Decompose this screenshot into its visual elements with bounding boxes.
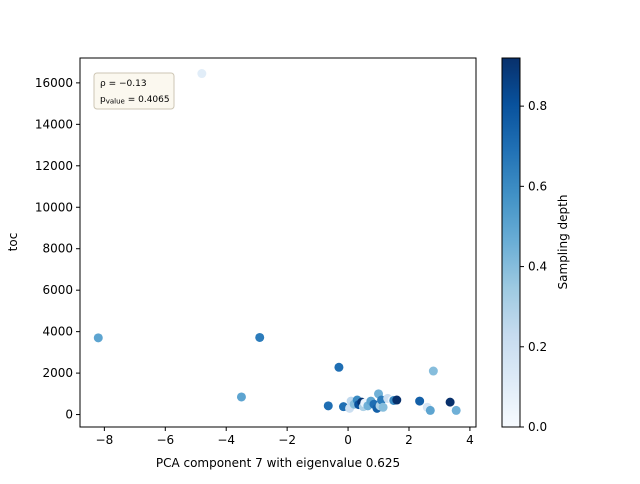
x-tick-label: 0: [344, 433, 352, 447]
y-tick-label: 4000: [42, 325, 73, 339]
colorbar-tick-label: 0.4: [528, 260, 547, 274]
x-tick-label: −6: [156, 433, 174, 447]
colorbar-label: Sampling depth: [556, 195, 570, 290]
y-tick-label: 2000: [42, 366, 73, 380]
annotation-rho: ρ = −0.13: [100, 79, 147, 89]
colorbar-tick-label: 0.2: [528, 340, 547, 354]
annotation-p: p: [100, 95, 106, 105]
x-tick-label: 2: [405, 433, 413, 447]
stats-annotation: ρ = −0.13 pvalue = 0.4065: [93, 72, 175, 110]
x-tick-label: 4: [466, 433, 474, 447]
annotation-p-value: = 0.4065: [125, 95, 170, 105]
annotation-box: [93, 72, 175, 110]
scatter-point: [197, 69, 207, 79]
colorbar-ticks: 0.0 0.2 0.4 0.6 0.8: [520, 99, 547, 434]
colorbar-tick-label: 0.8: [528, 99, 547, 113]
y-tick-label: 10000: [35, 200, 73, 214]
y-tick-label: 16000: [35, 76, 73, 90]
scatter-point: [378, 402, 388, 412]
scatter-point: [392, 395, 402, 405]
scatter-point: [236, 392, 246, 402]
colorbar-tick-label: 0.0: [528, 420, 547, 434]
scatter-point: [255, 332, 265, 342]
scatter-point: [428, 366, 438, 376]
colorbar: [501, 57, 521, 428]
scatter-point: [451, 405, 461, 415]
x-tick-label: −8: [96, 433, 114, 447]
scatter-point: [334, 362, 344, 372]
plot-frame: [79, 57, 477, 428]
colorbar-tick-label: 0.6: [528, 179, 547, 193]
y-tick-label: 14000: [35, 117, 73, 131]
data-points: [93, 69, 461, 415]
scatter-point: [425, 405, 435, 415]
y-tick-label: 12000: [35, 159, 73, 173]
x-tick-label: −2: [278, 433, 296, 447]
annotation-p-subscript: value: [106, 98, 125, 106]
y-axis-ticks: 0 2000 4000 6000 8000 10000 12000 14000 16000: [35, 76, 80, 422]
x-axis-ticks: −8 −6 −4 −2 0 2 4: [96, 427, 474, 447]
x-axis-label: PCA component 7 with eigenvalue 0.625: [156, 456, 400, 470]
annotation-pvalue: pvalue = 0.4065: [100, 95, 170, 106]
x-tick-label: −4: [217, 433, 235, 447]
y-tick-label: 8000: [42, 242, 73, 256]
scatter-point: [93, 333, 103, 343]
y-tick-label: 0: [65, 408, 73, 422]
scatter-point: [415, 396, 425, 406]
y-tick-label: 6000: [42, 283, 73, 297]
scatter-point: [323, 401, 333, 411]
y-axis-label: toc: [6, 233, 20, 252]
scatter-point: [445, 397, 455, 407]
